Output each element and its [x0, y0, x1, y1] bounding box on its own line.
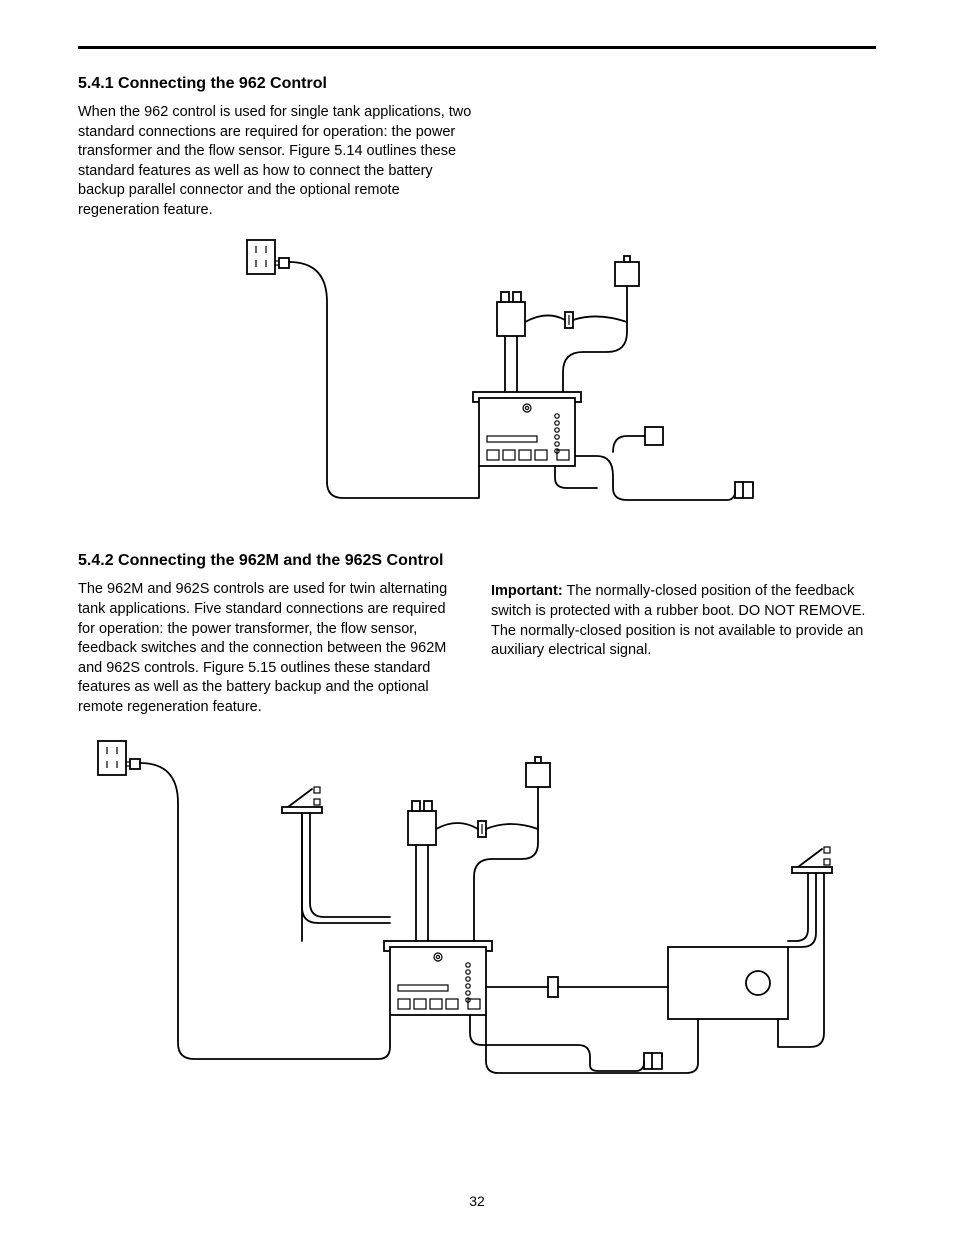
- diagram-1-svg: [127, 232, 827, 532]
- section-2-heading: 5.4.2 Connecting the 962M and the 962S C…: [78, 552, 463, 570]
- important-label: Important:: [491, 583, 563, 599]
- figure-5-15: [78, 733, 876, 1093]
- section-1-body: When the 962 control is used for single …: [78, 103, 478, 220]
- page-number: 32: [0, 1193, 954, 1209]
- diagram-2-svg: [78, 733, 876, 1093]
- section-2-body: The 962M and 962S controls are used for …: [78, 580, 463, 717]
- section-1-heading: 5.4.1 Connecting the 962 Control: [78, 75, 876, 93]
- section-2-important: Important: The normally-closed position …: [491, 582, 876, 660]
- figure-5-14: [78, 232, 876, 532]
- top-rule: [78, 46, 876, 49]
